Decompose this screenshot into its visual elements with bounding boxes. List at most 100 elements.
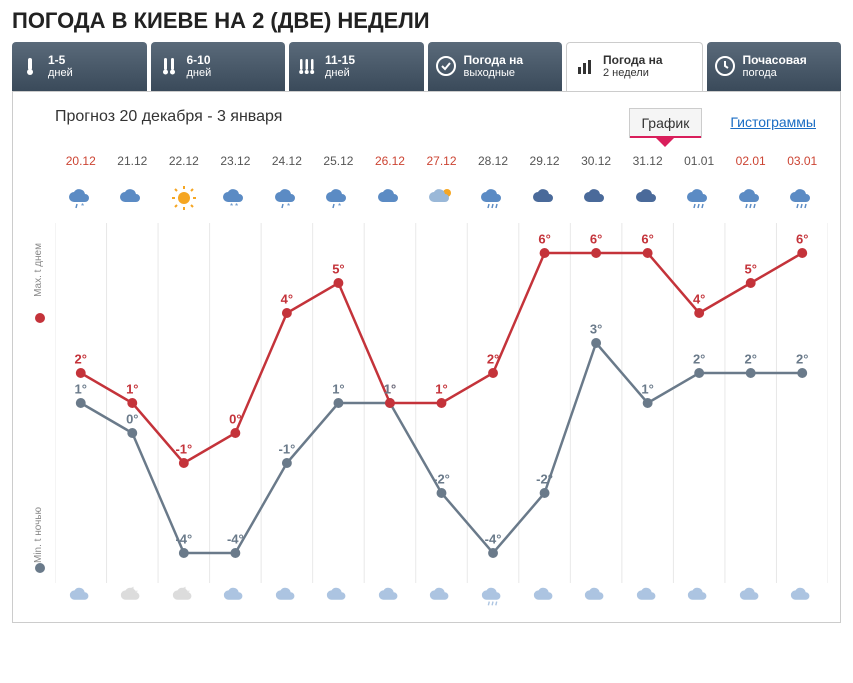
- cloud-icon: [622, 583, 674, 614]
- cloud-icon: [210, 583, 262, 614]
- date-label: 20.12: [55, 146, 107, 176]
- cloud-icon: [776, 583, 828, 614]
- cloud-icon: [725, 583, 777, 614]
- rain-snow-icon: *: [261, 176, 313, 223]
- max-temp-label: 0°: [229, 411, 241, 426]
- date-label: 24.12: [261, 146, 313, 176]
- tab-text: Погода на2 недели: [603, 53, 663, 81]
- max-temp-label: 1°: [126, 381, 138, 396]
- date-label: 21.12: [107, 146, 159, 176]
- axis-label-max: Max. t днем: [33, 243, 44, 297]
- cloud-moon-icon: [107, 583, 159, 614]
- cloud-icon: [364, 176, 416, 223]
- chart-wrap: 20.1221.1222.1223.1224.1225.1226.1227.12…: [25, 146, 828, 583]
- min-temp-label: -2°: [536, 471, 553, 486]
- tab-0[interactable]: 1-5дней: [12, 42, 147, 91]
- max-temp-label: 6°: [538, 231, 550, 246]
- cloud-icon: [673, 583, 725, 614]
- temperature-chart: [55, 223, 828, 583]
- therm3-icon: [295, 54, 319, 78]
- tab-5[interactable]: Почасоваяпогода: [707, 42, 842, 91]
- partly-icon: [416, 176, 468, 223]
- cloud-icon: [261, 583, 313, 614]
- tab-text: 1-5дней: [48, 53, 73, 81]
- date-label: 22.12: [158, 146, 210, 176]
- svg-text:*: *: [81, 202, 84, 211]
- date-label: 01.01: [673, 146, 725, 176]
- svg-text:*: *: [230, 202, 233, 211]
- tabs-container: 1-5дней 6-10дней 11-15дней Погода навыходны…: [0, 42, 853, 91]
- tab-1[interactable]: 6-10дней: [151, 42, 286, 91]
- rain-snow-icon: *: [55, 176, 107, 223]
- date-label: 23.12: [210, 146, 262, 176]
- svg-text:*: *: [287, 202, 290, 211]
- cloud-icon: [55, 583, 107, 614]
- tab-text: Погода навыходные: [464, 53, 524, 81]
- tab-3[interactable]: Погода навыходные: [428, 42, 563, 91]
- dates-row: 20.1221.1222.1223.1224.1225.1226.1227.12…: [55, 146, 828, 176]
- bars-icon: [573, 55, 597, 79]
- clock-icon: [713, 54, 737, 78]
- max-temp-label: 4°: [281, 291, 293, 306]
- subheader: Прогноз 20 декабря - 3 января График Гис…: [25, 108, 828, 138]
- cloud-moon-icon: [158, 583, 210, 614]
- cloud-dark-icon: [519, 176, 571, 223]
- night-icons-row: [25, 583, 828, 614]
- tab-2[interactable]: 11-15дней: [289, 42, 424, 91]
- max-temp-label: 6°: [590, 231, 602, 246]
- chart-area: Max. t днем Min. t ночью 2°1°1°0°-1°-4°0…: [55, 223, 828, 583]
- tab-text: Почасоваяпогода: [743, 53, 807, 81]
- view-tab-histogram[interactable]: Гистограммы: [718, 108, 828, 138]
- view-tabs: График Гистограммы: [629, 108, 829, 138]
- max-temp-label: 4°: [693, 291, 705, 306]
- max-temp-label: 1°: [435, 381, 447, 396]
- therm1-icon: [18, 54, 42, 78]
- svg-text:*: *: [235, 202, 238, 211]
- cloud-icon: [570, 583, 622, 614]
- min-temp-label: 2°: [796, 351, 808, 366]
- rain-icon: [776, 176, 828, 223]
- axis-label-min: Min. t ночью: [33, 507, 44, 563]
- max-temp-label: 5°: [744, 261, 756, 276]
- cloud-dark-icon: [622, 176, 674, 223]
- cloud-icon: [107, 176, 159, 223]
- legend-dot-max: [35, 313, 45, 323]
- date-label: 28.12: [467, 146, 519, 176]
- min-temp-label: 1°: [641, 381, 653, 396]
- cloud-icon: [313, 583, 365, 614]
- min-temp-label: -4°: [175, 531, 192, 546]
- max-temp-label: -1°: [175, 441, 192, 456]
- max-temp-label: 6°: [641, 231, 653, 246]
- date-label: 31.12: [622, 146, 674, 176]
- svg-text:*: *: [338, 202, 341, 211]
- date-label: 25.12: [313, 146, 365, 176]
- tab-text: 6-10дней: [187, 53, 212, 81]
- date-label: 02.01: [725, 146, 777, 176]
- legend-dot-min: [35, 563, 45, 573]
- min-temp-label: -1°: [279, 441, 296, 456]
- tab-text: 11-15дней: [325, 53, 355, 81]
- min-temp-label: 1°: [75, 381, 87, 396]
- rain-snow-icon: *: [313, 176, 365, 223]
- view-tab-chart[interactable]: График: [629, 108, 703, 138]
- rain-icon: [673, 176, 725, 223]
- max-temp-label: 2°: [75, 351, 87, 366]
- snow-icon: **: [210, 176, 262, 223]
- day-icons-row: *****: [55, 176, 828, 223]
- min-temp-label: -4°: [227, 531, 244, 546]
- page-title: ПОГОДА В КИЕВЕ НА 2 (ДВЕ) НЕДЕЛИ: [0, 0, 853, 42]
- min-temp-label: 2°: [693, 351, 705, 366]
- date-label: 27.12: [416, 146, 468, 176]
- cloud-icon: [364, 583, 416, 614]
- min-temp-label: 1°: [332, 381, 344, 396]
- date-label: 26.12: [364, 146, 416, 176]
- check-icon: [434, 54, 458, 78]
- chart-panel: Прогноз 20 декабря - 3 января График Гис…: [12, 91, 841, 623]
- min-temp-label: 2°: [744, 351, 756, 366]
- max-temp-label: 5°: [332, 261, 344, 276]
- date-label: 30.12: [570, 146, 622, 176]
- max-temp-label: 6°: [796, 231, 808, 246]
- rain-icon: [467, 583, 519, 614]
- tab-4[interactable]: Погода на2 недели: [566, 42, 703, 91]
- cloud-icon: [519, 583, 571, 614]
